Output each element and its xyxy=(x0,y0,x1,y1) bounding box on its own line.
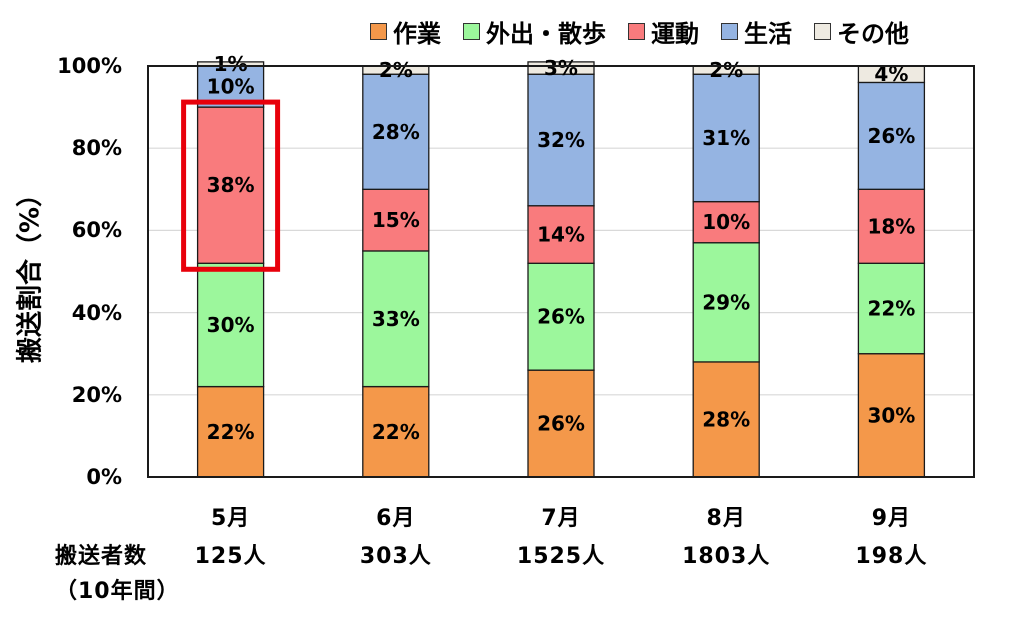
legend-swatch xyxy=(463,23,480,40)
y-tick-label: 60% xyxy=(71,218,122,243)
x-tick-label: 7月 xyxy=(541,506,581,531)
data-label: 15% xyxy=(372,208,420,232)
data-label: 26% xyxy=(537,412,585,436)
data-label: 3% xyxy=(544,56,578,80)
bar-segment xyxy=(527,61,595,75)
plot-frame xyxy=(147,65,975,478)
count-row-label: 搬送者数 xyxy=(55,544,148,569)
data-label: 28% xyxy=(372,120,420,144)
bar-segment xyxy=(692,361,760,478)
legend-label: 作業 xyxy=(393,20,441,48)
data-label: 18% xyxy=(867,214,915,238)
bar-segment xyxy=(692,242,760,363)
count-row-sublabel: （10年間） xyxy=(55,579,180,604)
y-tick-label: 0% xyxy=(86,465,122,489)
y-tick-label: 100% xyxy=(57,54,122,78)
data-label: 26% xyxy=(867,124,915,148)
data-label: 30% xyxy=(207,313,255,337)
bar-segment xyxy=(527,262,595,371)
x-tick-label: 9月 xyxy=(871,506,912,531)
legend-item: 生活 xyxy=(721,14,792,49)
data-label: 32% xyxy=(537,128,585,152)
y-tick-label: 40% xyxy=(71,300,122,325)
bar-segment xyxy=(196,262,265,388)
bar-segment xyxy=(857,188,926,264)
count-label: 303人 xyxy=(359,544,432,569)
bar-segment xyxy=(857,262,926,355)
data-label: 26% xyxy=(537,305,585,329)
data-label: 2% xyxy=(709,58,743,82)
y-tick-label: 20% xyxy=(71,382,122,407)
legend-item: 運動 xyxy=(628,14,699,49)
data-label: 10% xyxy=(207,75,255,99)
data-label: 28% xyxy=(702,407,750,431)
data-label: 29% xyxy=(702,290,750,314)
y-tick-label: 80% xyxy=(71,136,122,161)
count-label: 198人 xyxy=(855,544,928,569)
highlight-box xyxy=(181,99,281,272)
bar-segment xyxy=(527,73,595,207)
bar-segment xyxy=(362,73,430,190)
x-tick-label: 8月 xyxy=(706,506,746,531)
legend-item: 作業 xyxy=(370,14,441,49)
data-label: 14% xyxy=(537,223,585,247)
bar-segment xyxy=(692,200,760,244)
legend-swatch xyxy=(370,23,387,40)
data-label: 30% xyxy=(867,403,915,427)
data-label: 10% xyxy=(702,210,750,234)
bar-segment xyxy=(527,205,595,264)
bar-segment xyxy=(857,353,926,478)
bar-segment xyxy=(196,385,265,478)
count-label: 125人 xyxy=(194,544,267,569)
bar-segment xyxy=(692,73,760,203)
data-label: 22% xyxy=(867,296,915,320)
legend-swatch xyxy=(721,23,738,40)
legend: 作業 外出・散歩 運動 生活 その他 xyxy=(370,14,909,49)
legend-label: その他 xyxy=(837,20,909,48)
bar-segment xyxy=(196,106,265,264)
data-label: 2% xyxy=(379,58,413,82)
data-label: 22% xyxy=(207,420,255,444)
x-tick-label: 5月 xyxy=(210,506,251,531)
count-label: 1525人 xyxy=(516,544,606,569)
legend-label: 生活 xyxy=(744,20,792,48)
data-label: 38% xyxy=(207,173,255,197)
data-label: 31% xyxy=(702,126,750,150)
y-axis-title: 搬送割合（%） xyxy=(15,180,46,364)
legend-swatch xyxy=(814,23,831,40)
bar-segment xyxy=(362,250,430,388)
data-label: 22% xyxy=(372,420,420,444)
data-label: 33% xyxy=(372,307,420,331)
legend-item: 外出・散歩 xyxy=(463,14,606,49)
legend-swatch xyxy=(628,23,645,40)
bar-segment xyxy=(362,188,430,252)
bar-segment xyxy=(362,385,430,478)
bar-segment xyxy=(857,81,926,190)
legend-label: 外出・散歩 xyxy=(486,20,606,48)
data-label: 1% xyxy=(214,52,248,76)
x-tick-label: 6月 xyxy=(376,506,416,531)
legend-label: 運動 xyxy=(651,20,699,48)
legend-item: その他 xyxy=(814,14,909,49)
count-label: 1803人 xyxy=(682,544,771,569)
